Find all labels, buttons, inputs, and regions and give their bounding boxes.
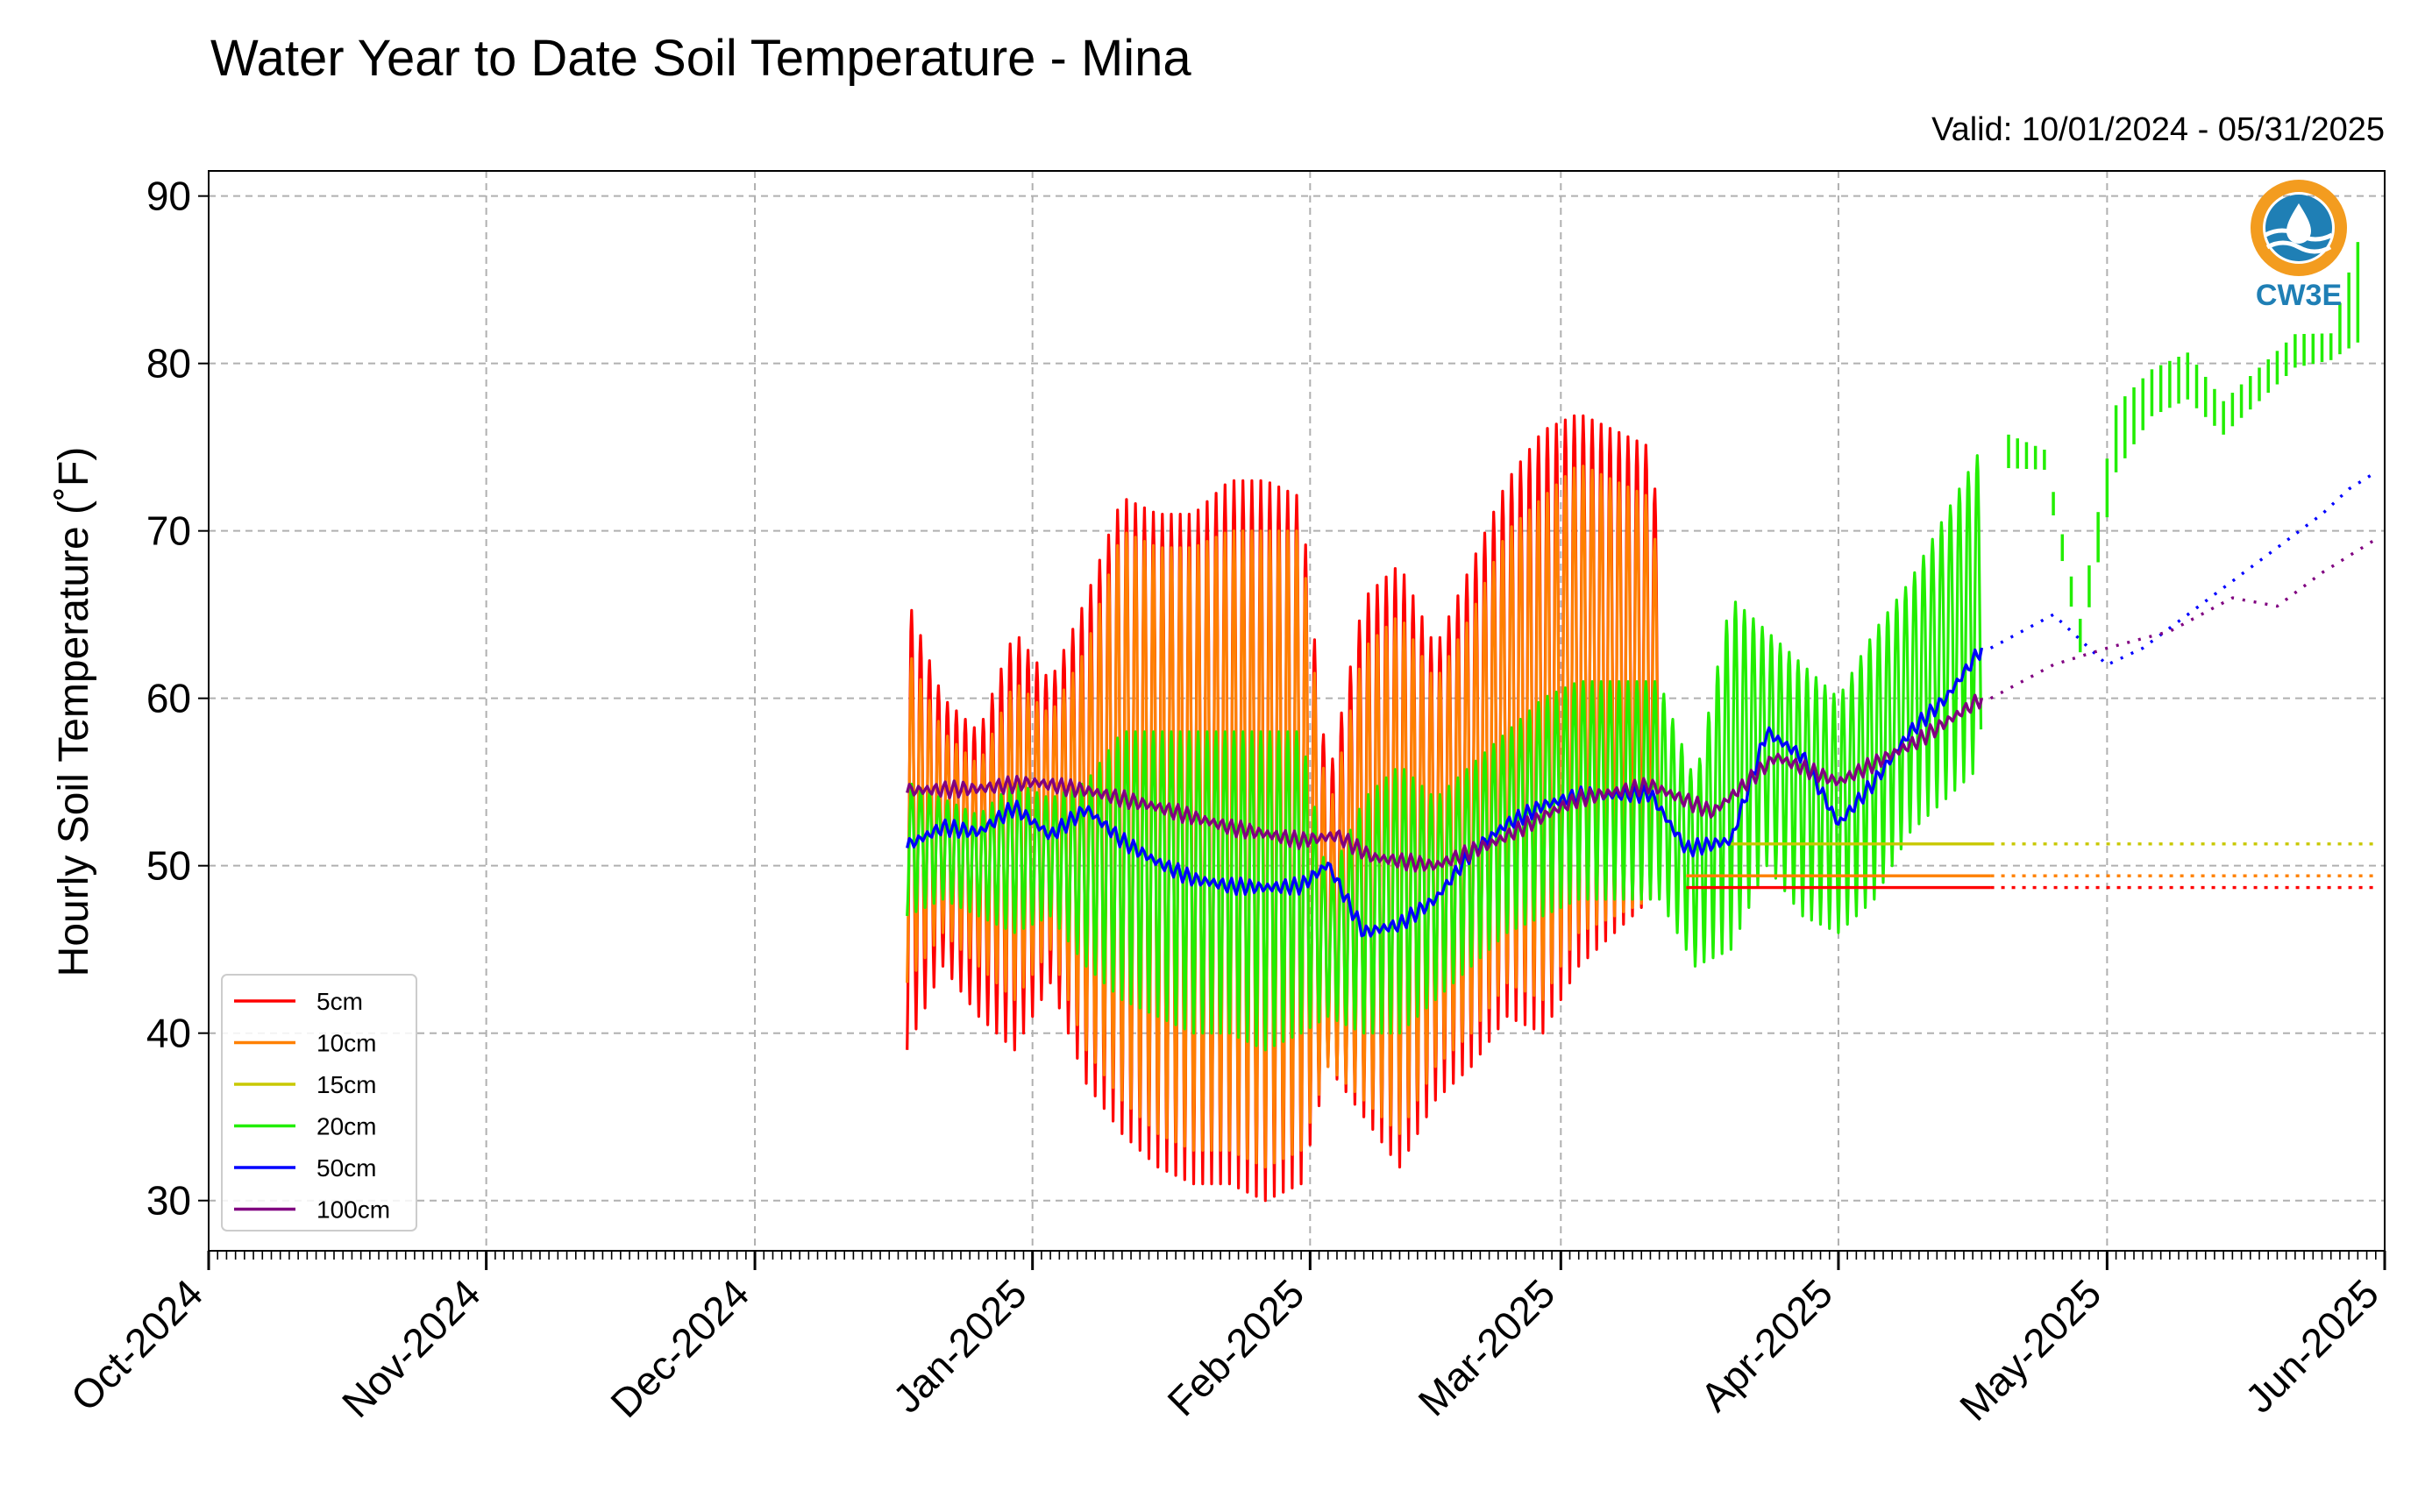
legend-label: 50cm [316,1154,376,1182]
x-tick-label: Mar-2025 [1409,1270,1563,1424]
x-tick-label: Feb-2025 [1158,1270,1312,1424]
x-tick-label: Nov-2024 [333,1270,489,1426]
chart-subtitle: Valid: 10/01/2024 - 05/31/2025 [1931,111,2385,148]
grid [208,171,2386,1251]
legend-label: 15cm [316,1071,376,1098]
series-50cm-line [906,647,1984,938]
legend: 5cm 10cm 15cm 20cm 50cm 100cm [221,974,417,1232]
y-tick-label: 50 [146,843,191,889]
chart-title: Water Year to Date Soil Temperature - Mi… [210,30,1191,87]
series-100cm-dotted [1989,537,2377,700]
y-tick-label: 30 [146,1178,191,1224]
plot-frame [208,170,2386,1252]
x-tick-label: Jan-2025 [884,1270,1035,1421]
x-tick-label: Jun-2025 [2237,1270,2387,1421]
y-tick-label: 60 [146,676,191,721]
legend-label: 10cm [316,1030,376,1057]
x-tick-label: Apr-2025 [1691,1270,1841,1420]
logo-text: CW3E [2256,279,2342,312]
logo-ring-icon [2251,180,2347,276]
logo-drop-icon [2286,203,2311,244]
x-tick-label: Dec-2024 [601,1270,757,1426]
x-tick-label: May-2025 [1951,1270,2109,1429]
y-tick-label: 70 [146,508,191,554]
y-tick-label: 80 [146,341,191,387]
series-10cm-line [906,465,1661,1169]
legend-label: 20cm [316,1113,376,1140]
legend-label: 5cm [316,988,363,1015]
y-axis-label: Hourly Soil Temperature (˚F) [51,447,97,977]
series-100cm-line [906,693,1984,873]
x-tick-label: Oct-2024 [62,1270,212,1420]
series-50cm-dotted [1989,471,2377,667]
series-20cm-line [906,454,1983,1052]
plot-area [906,242,2377,1203]
y-tick-label: 40 [146,1011,191,1056]
y-tick-label: 90 [146,174,191,219]
legend-label: 100cm [316,1196,390,1224]
cw3e-logo: CW3E [2251,180,2347,312]
